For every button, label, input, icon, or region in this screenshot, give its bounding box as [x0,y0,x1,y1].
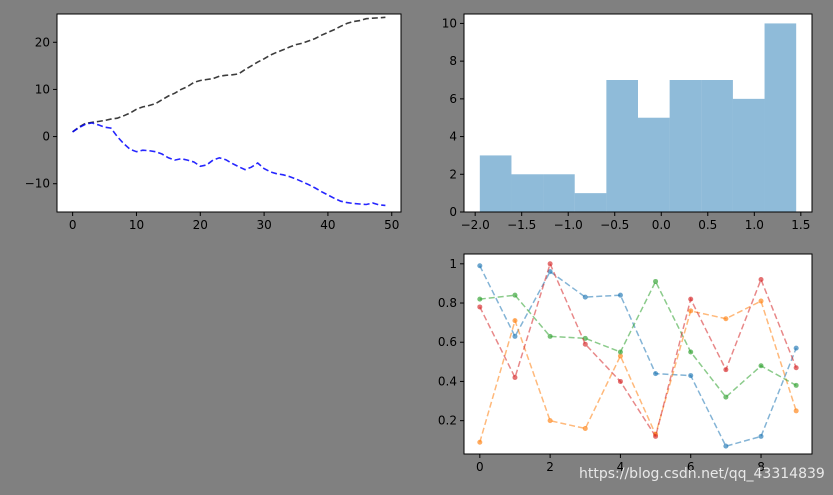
series-line-2 [479,300,797,443]
axes-frame-3 [463,253,813,455]
axes-frame-1 [56,13,402,213]
series-point [758,276,764,282]
y-tick-label: 0.8 [438,296,457,310]
series-point [723,443,729,449]
x-tick-label: −1.5 [507,218,536,232]
series-point [653,433,659,439]
series-point [793,345,799,351]
histogram-bar [479,155,512,212]
series-point [758,298,764,304]
x-tick-label: 0.5 [698,218,717,232]
series-point [617,378,623,384]
series-line-4 [479,261,797,439]
x-tick-label: 40 [320,218,335,232]
series-point [688,296,694,302]
series-point [477,296,483,302]
histogram-bar [574,193,607,212]
y-tick-label: 0.2 [438,414,457,428]
y-tick-label: 1 [449,257,457,271]
series-line-3 [479,279,797,399]
y-tick-label: 0 [42,130,50,144]
series-point [617,349,623,355]
watermark-url: https://blog.csdn.net/qq_43314839 [579,466,825,482]
series-point [582,341,588,347]
series-line-2 [72,122,386,207]
series-point [512,375,518,381]
series-point [617,292,623,298]
series-point [547,333,553,339]
series-point [723,394,729,400]
x-tick-label: 0.0 [652,218,671,232]
y-tick-label: 8 [449,54,457,68]
y-tick-label: 0.6 [438,335,457,349]
y-tick-label: −10 [25,177,50,191]
x-tick-label: 0 [69,218,77,232]
series-point [688,373,694,379]
histogram-bar [669,80,702,212]
histogram-bar [764,23,797,212]
x-tick-label: 10 [129,218,144,232]
x-tick-label: 1.5 [791,218,810,232]
x-tick-label: 30 [256,218,271,232]
series-line-1 [72,16,386,133]
x-tick-label: 1.0 [745,218,764,232]
y-tick-label: 2 [449,167,457,181]
histogram-bar [701,80,733,212]
series-point [512,318,518,324]
series-point [793,382,799,388]
series-point [547,418,553,424]
series-point [547,261,553,267]
y-tick-label: 0 [449,205,457,219]
series-point [723,316,729,322]
series-point [793,408,799,414]
series-point [793,365,799,371]
x-tick-label: −1.0 [554,218,583,232]
series-point [653,278,659,284]
series-point [582,294,588,300]
x-tick-label: 6 [687,460,695,474]
x-tick-label: −2.0 [461,218,490,232]
series-point [688,308,694,314]
histogram-bar [511,174,544,212]
x-tick-label: 20 [193,218,208,232]
series-point [758,433,764,439]
y-tick-label: 10 [35,82,50,96]
y-tick-label: 4 [449,130,457,144]
x-tick-label: 50 [384,218,399,232]
series-point [723,367,729,373]
histogram-bar [606,80,638,212]
histogram-bar [732,98,765,212]
series-point [688,349,694,355]
x-tick-label: 4 [617,460,625,474]
y-tick-label: 20 [35,35,50,49]
series-point [547,269,553,275]
series-point [617,353,623,359]
series-point [582,426,588,432]
series-point [653,371,659,377]
histogram-bar [543,174,575,212]
x-tick-label: −0.5 [600,218,629,232]
x-tick-label: 8 [757,460,765,474]
series-point [512,292,518,298]
series-point [512,333,518,339]
x-tick-label: 0 [476,460,484,474]
x-tick-label: 2 [546,460,554,474]
series-point [477,304,483,310]
y-tick-label: 0.4 [438,374,457,388]
series-point [477,263,483,269]
series-point [758,363,764,369]
axes-background-1 [57,14,401,212]
series-point [477,439,483,445]
series-line-1 [479,265,797,448]
histogram-bar [638,117,670,212]
y-tick-label: 6 [449,92,457,106]
y-tick-label: 10 [442,16,457,30]
axes-frame-2 [463,13,813,213]
